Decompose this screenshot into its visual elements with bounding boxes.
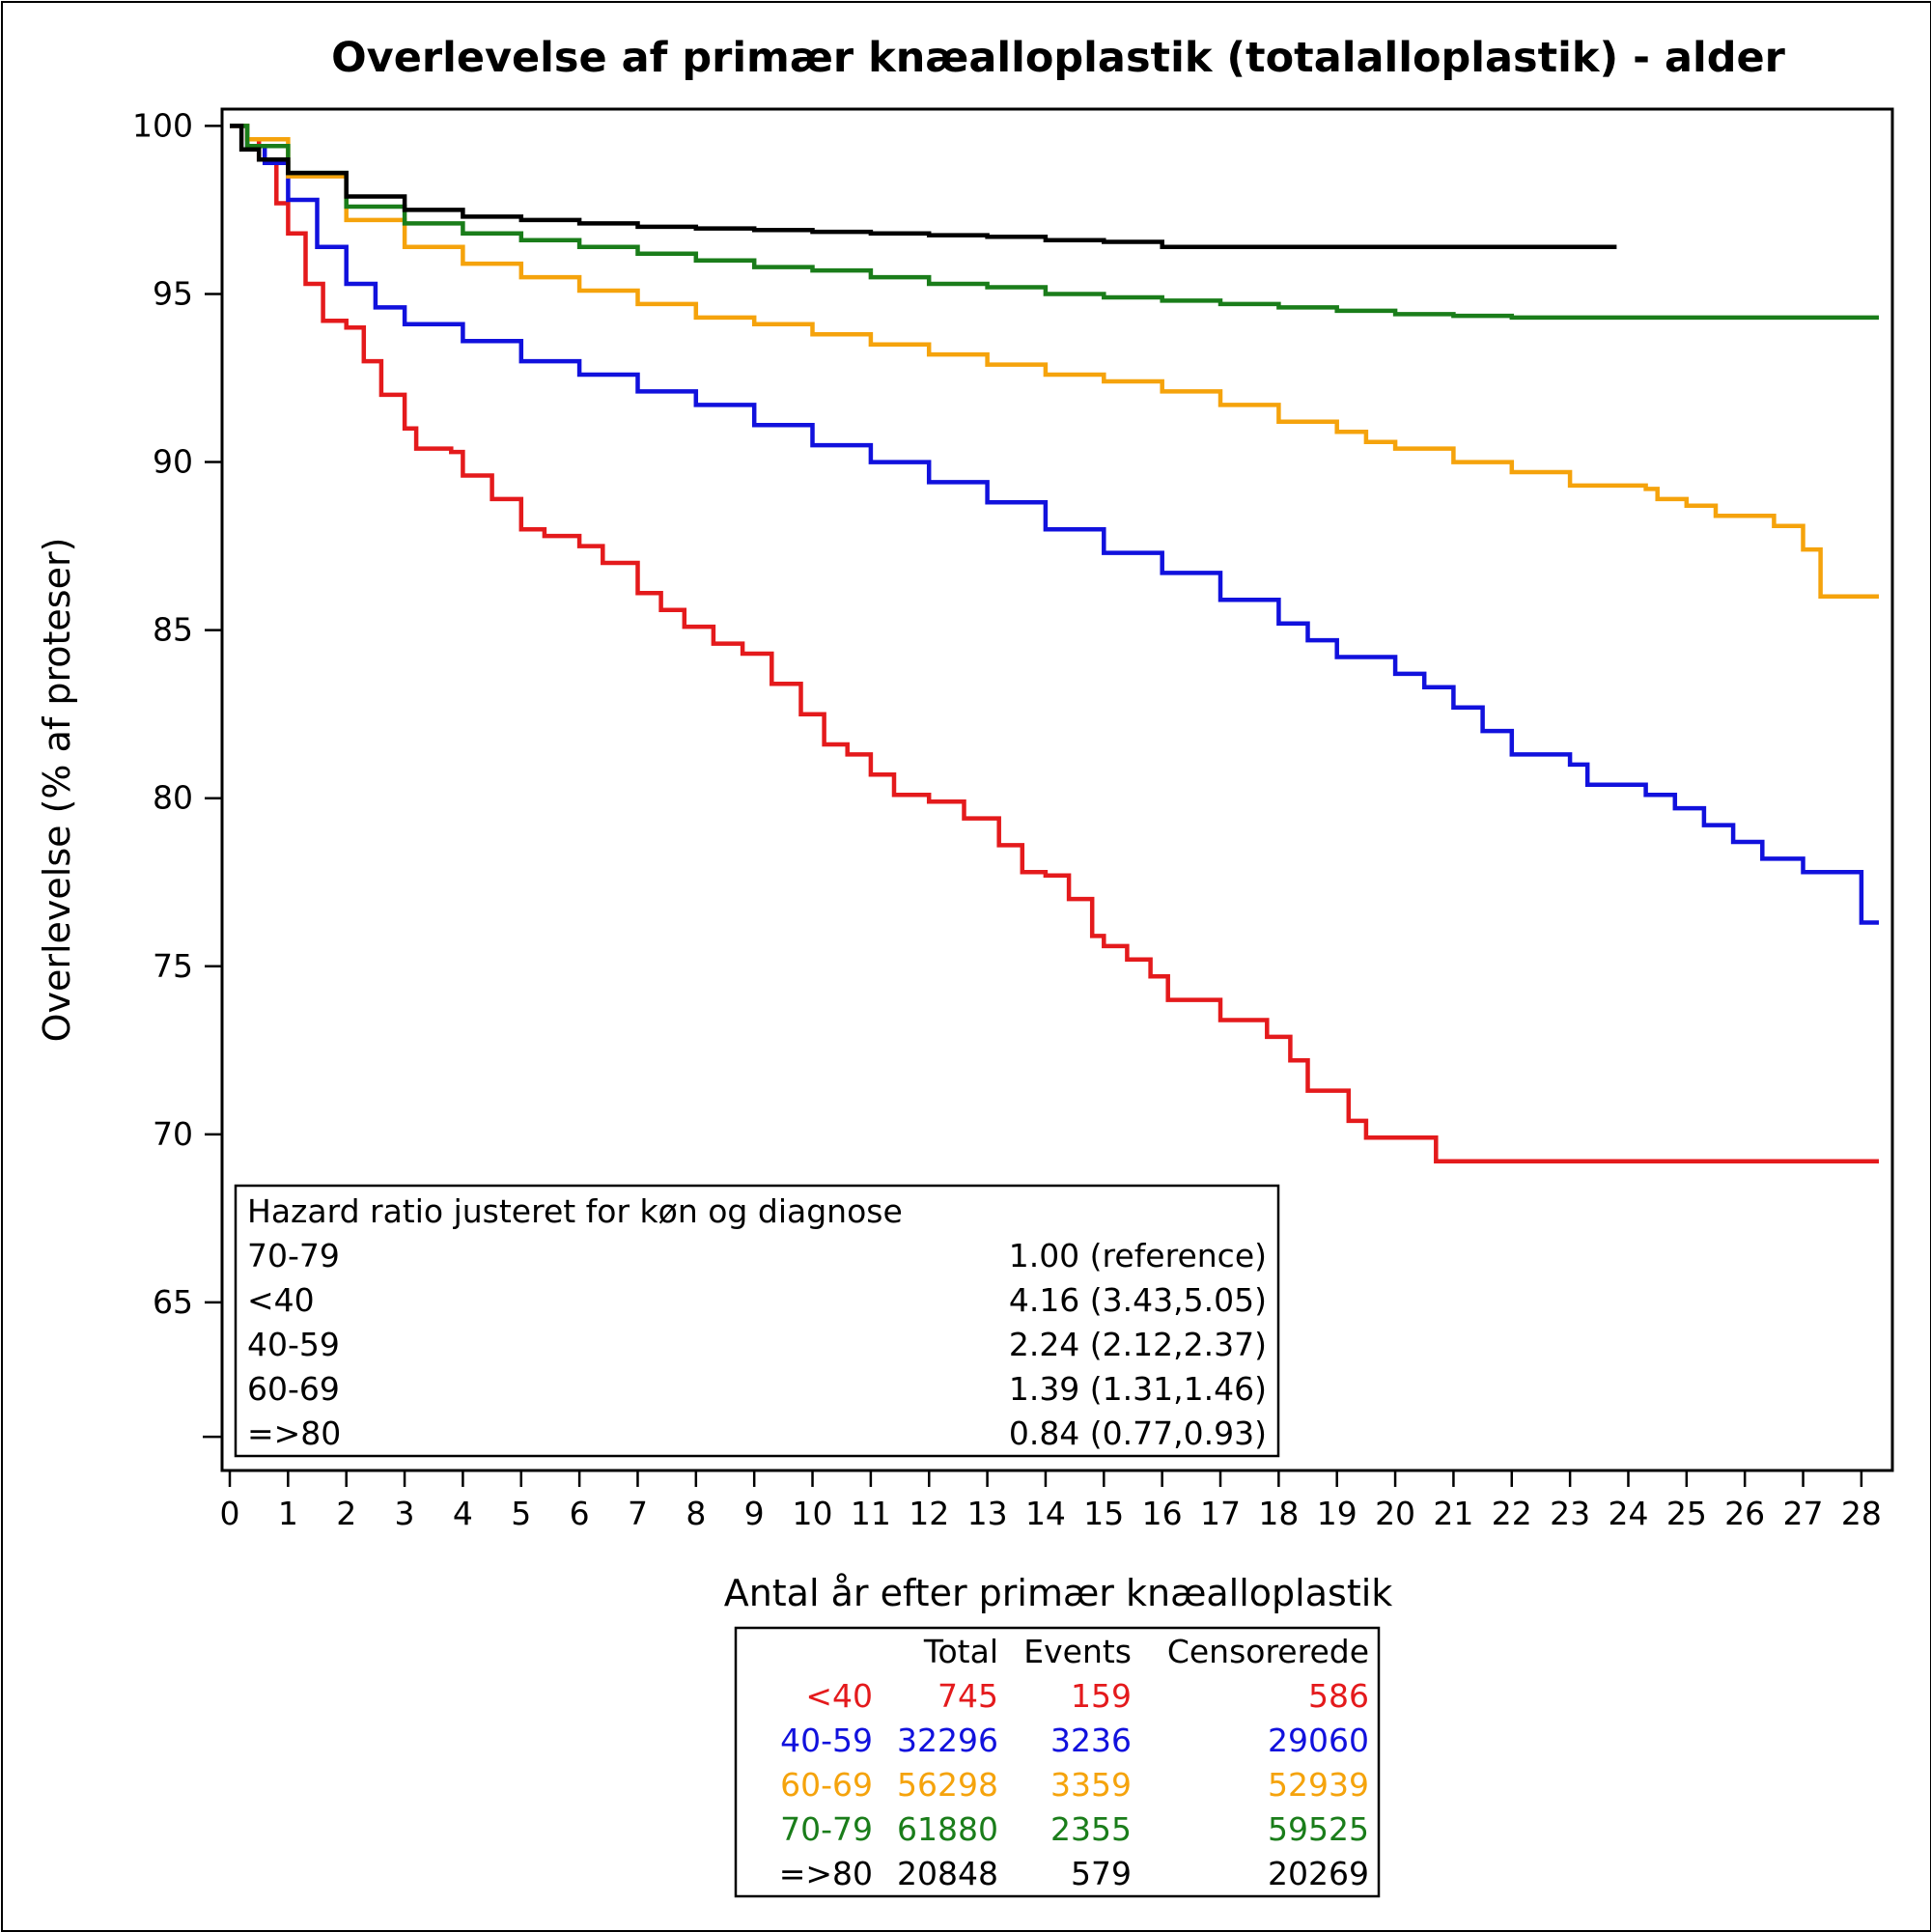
x-tick-label: 28 [1841,1495,1882,1532]
hazard-rows: 70-79 1.00 (reference) <40 4.16 (3.43,5.05)… [247,1237,1267,1452]
y-axis-label: Overlevelse (% af proteser) [36,538,78,1043]
summary-row-events: 159 [1071,1677,1132,1715]
x-tick-label: 3 [395,1495,415,1532]
x-tick-label: 8 [686,1495,706,1532]
x-axis-label: Antal år efter primær knæalloplastik [724,1572,1393,1614]
summary-table-border [734,1626,1381,1898]
summary-row-events: 3359 [1050,1766,1132,1804]
summary-rows: <40 745 159 586 40-59 32296 3236 29060 60-69 5629… [779,1677,1369,1892]
hazard-row-value: 0.84 (0.77,0.93) [1009,1414,1267,1452]
y-tick-label: 65 [153,1283,193,1321]
x-axis: 0 1 2 3 4 5 6 7 8 9 10 11 12 13 14 15 16 17 18 19 20 21 22 23 24… [220,1470,1882,1532]
x-tick-label: 10 [793,1495,833,1532]
summary-row-total: 32296 [897,1722,998,1759]
summary-row-censored: 29060 [1268,1722,1369,1759]
x-tick-label: 13 [967,1495,1008,1532]
hazard-row-value: 2.24 (2.12,2.37) [1009,1326,1267,1363]
y-tick-label: 100 [132,106,193,144]
x-tick-label: 1 [278,1495,298,1532]
y-tick-label: 90 [153,443,193,481]
x-tick-label: 5 [511,1495,531,1532]
series-line-2 [230,124,1879,925]
x-tick-label: 22 [1492,1495,1532,1532]
x-tick-label: 25 [1666,1495,1707,1532]
summary-row-censored: 586 [1308,1677,1369,1715]
series-line-3 [230,124,1879,600]
summary-row-total: 20848 [897,1855,998,1892]
hazard-row-label: 40-59 [247,1326,340,1363]
y-tick-label: 70 [153,1115,193,1153]
summary-row-events: 3236 [1050,1722,1132,1759]
summary-row-censored: 59525 [1268,1810,1369,1848]
x-tick-label: 9 [744,1495,765,1532]
y-tick-label: 75 [153,947,193,985]
hazard-box-title: Hazard ratio justeret for køn og diagnos… [247,1192,903,1230]
header-total: Total [923,1633,998,1670]
chart-title: Overlevelse af primær knæalloplastik (to… [331,34,1786,82]
summary-row-total: 61880 [897,1810,998,1848]
series-line-5 [230,124,1617,249]
series-lines [230,124,1879,1163]
x-tick-label: 15 [1083,1495,1124,1532]
hazard-ratio-box: Hazard ratio justeret for køn og diagnos… [234,1184,1280,1458]
y-axis: 65 70 75 80 85 90 95 100 [132,106,222,1439]
x-tick-label: 4 [453,1495,473,1532]
series-line-4 [230,124,1879,321]
x-tick-label: 19 [1317,1495,1357,1532]
summary-table: Total Events Censorerede <40 745 159 586 40-… [734,1626,1381,1898]
x-tick-label: 11 [851,1495,891,1532]
x-tick-label: 16 [1142,1495,1183,1532]
x-tick-label: 21 [1433,1495,1473,1532]
x-tick-label: 6 [570,1495,590,1532]
summary-row-total: 745 [938,1677,998,1715]
hazard-row-value: 1.00 (reference) [1009,1237,1267,1274]
y-tick-label: 80 [153,779,193,817]
header-events: Events [1023,1633,1132,1670]
x-tick-label: 20 [1375,1495,1415,1532]
summary-row-censored: 20269 [1268,1855,1369,1892]
x-tick-label: 23 [1550,1495,1590,1532]
x-tick-label: 14 [1025,1495,1066,1532]
x-tick-label: 2 [336,1495,356,1532]
x-tick-label: 17 [1200,1495,1241,1532]
plot-area [220,107,1894,1472]
hazard-row-value: 1.39 (1.31,1.46) [1009,1370,1267,1408]
summary-row-censored: 52939 [1268,1766,1369,1804]
summary-row-events: 579 [1071,1855,1132,1892]
hazard-row-label: 60-69 [247,1370,340,1408]
summary-row-events: 2355 [1050,1810,1132,1848]
summary-row-label: <40 [805,1677,873,1715]
summary-row-label: =>80 [779,1855,873,1892]
y-tick-label: 85 [153,611,193,649]
x-tick-label: 26 [1724,1495,1765,1532]
y-tick-label: 95 [153,274,193,312]
summary-row-label: 40-59 [780,1722,873,1759]
series-line-1 [230,124,1879,1163]
x-tick-label: 27 [1783,1495,1824,1532]
x-tick-label: 12 [909,1495,949,1532]
hazard-row-value: 4.16 (3.43,5.05) [1009,1281,1267,1319]
hazard-row-label: =>80 [247,1414,341,1452]
x-tick-label: 0 [220,1495,240,1532]
summary-row-label: 60-69 [780,1766,873,1804]
summary-row-total: 56298 [897,1766,998,1804]
x-tick-label: 18 [1258,1495,1299,1532]
summary-row-label: 70-79 [780,1810,873,1848]
hazard-box-border [234,1184,1280,1458]
x-tick-label: 7 [628,1495,648,1532]
x-tick-label: 24 [1608,1495,1648,1532]
hazard-row-label: 70-79 [247,1237,340,1274]
header-censored: Censorerede [1167,1633,1369,1670]
hazard-row-label: <40 [247,1281,315,1319]
